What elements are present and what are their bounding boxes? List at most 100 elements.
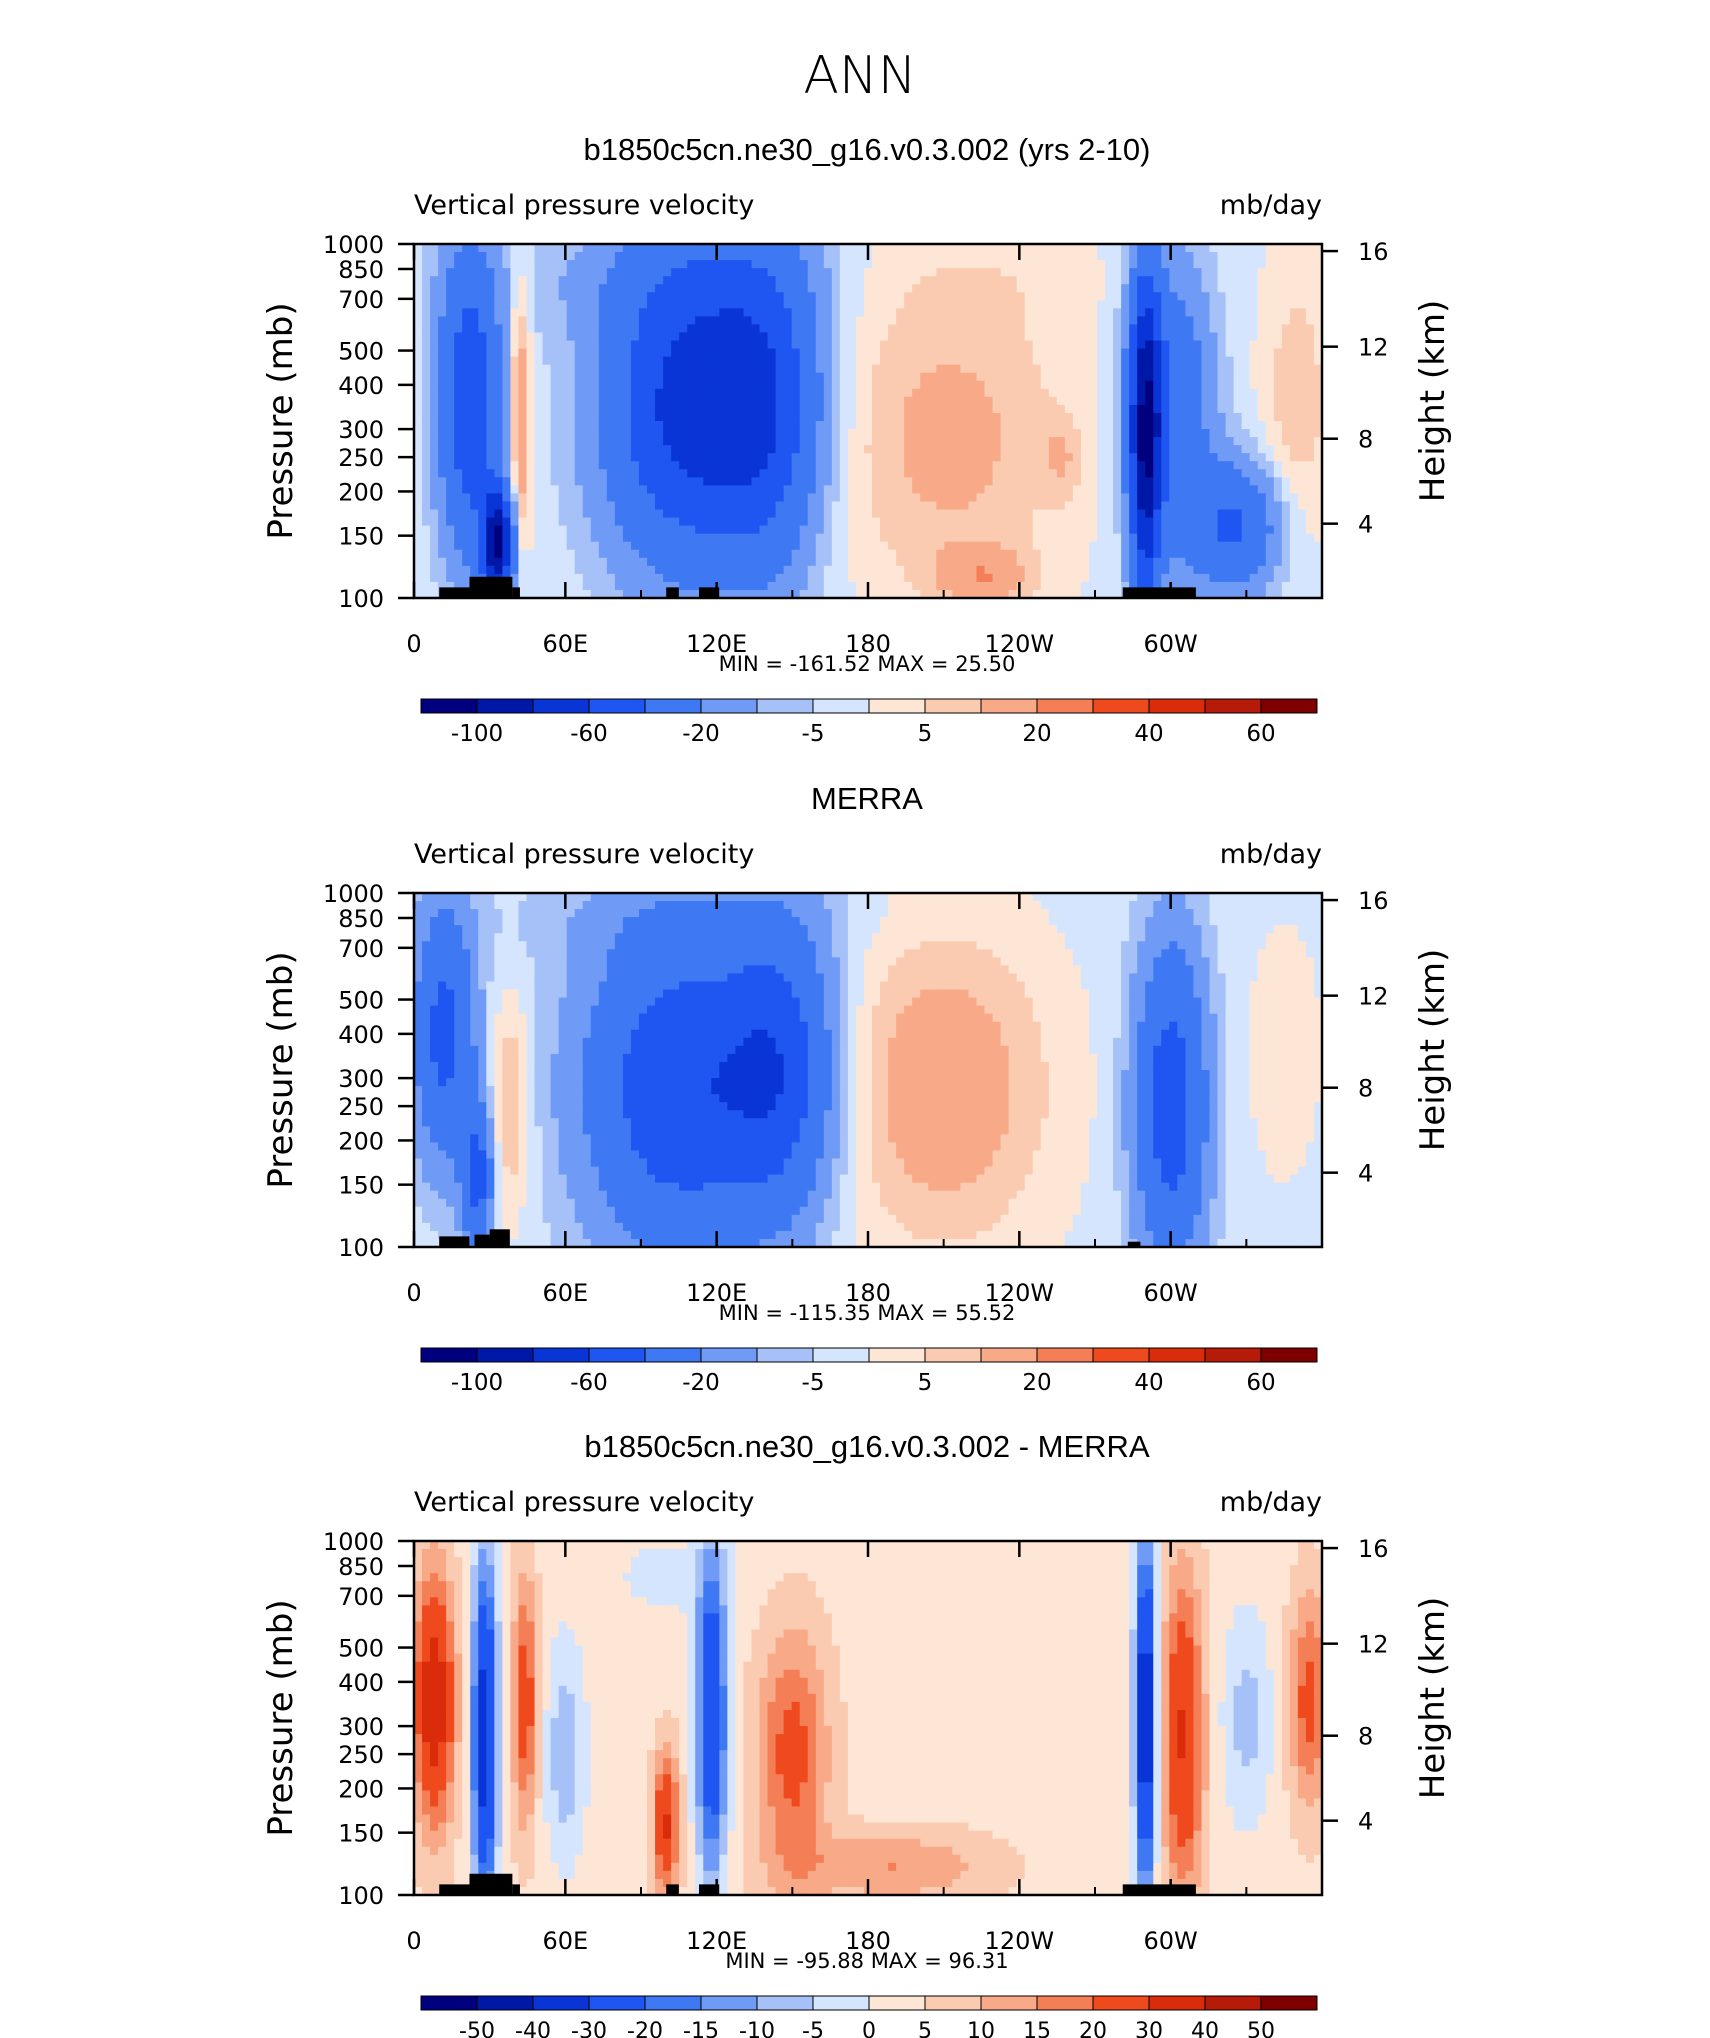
contour-cell (984, 260, 994, 269)
contour-cell (872, 396, 881, 406)
contour-cell (872, 581, 881, 591)
contour-cell (1064, 469, 1074, 478)
contour-cell (863, 276, 873, 285)
contour-cell (1016, 284, 1026, 293)
contour-cell (1313, 388, 1323, 398)
contour-cell (1088, 276, 1098, 285)
contour-cell (687, 493, 696, 503)
contour-cell (968, 356, 978, 366)
contour-cell (534, 565, 544, 575)
contour-cell (1209, 533, 1219, 543)
contour-cell (430, 429, 439, 438)
contour-cell (1161, 565, 1170, 575)
contour-cell (1169, 396, 1178, 406)
contour-cell (703, 276, 712, 285)
contour-cell (566, 501, 576, 511)
contour-cell (984, 501, 994, 511)
contour-cell (1008, 437, 1018, 446)
contour-cell (960, 388, 970, 398)
contour-cell (831, 372, 841, 382)
contour-cell (1064, 268, 1074, 277)
contour-cell (727, 469, 737, 478)
contour-cell (438, 252, 447, 261)
contour-cell (1097, 525, 1106, 535)
contour-cell (430, 469, 439, 478)
contour-cell (1105, 340, 1114, 350)
contour-cell (791, 268, 801, 277)
contour-cell (1048, 533, 1058, 543)
contour-cell (606, 429, 616, 438)
contour-cell (1177, 380, 1186, 390)
contour-cell (422, 437, 431, 446)
contour-cell (1153, 260, 1162, 269)
contour-cell (920, 501, 929, 511)
contour-cell (1185, 260, 1195, 269)
contour-cell (1217, 581, 1227, 591)
contour-cell (1169, 292, 1178, 301)
contour-cell (823, 324, 833, 334)
contour-cell (1129, 525, 1138, 535)
contour-cell (1225, 308, 1235, 318)
contour-cell (735, 308, 745, 318)
contour-cell (992, 404, 1002, 414)
contour-cell (1032, 292, 1042, 301)
contour-cell (1080, 485, 1090, 495)
contour-cell (719, 533, 728, 543)
contour-cell (614, 581, 624, 591)
contour-cell (638, 429, 648, 438)
contour-cell (454, 348, 463, 358)
contour-cell (526, 533, 536, 543)
contour-cell (783, 557, 793, 567)
contour-cell (807, 573, 817, 583)
contour-cell (558, 525, 568, 535)
contour-cell (462, 260, 471, 269)
contour-cell (904, 372, 913, 382)
contour-cell (582, 477, 592, 486)
contour-cell (1032, 396, 1042, 406)
contour-cell (936, 549, 945, 559)
contour-cell (896, 340, 905, 350)
contour-cell (888, 324, 897, 334)
contour-cell (944, 348, 953, 358)
contour-cell (534, 356, 544, 366)
contour-cell (888, 276, 897, 285)
contour-cell (1008, 581, 1018, 591)
contour-cell (863, 260, 873, 269)
contour-cell (872, 517, 881, 527)
contour-cell (751, 412, 761, 422)
contour-cell (855, 300, 865, 309)
contour-cell (743, 332, 753, 342)
contour-cell (671, 356, 680, 366)
contour-cell (1080, 388, 1090, 398)
contour-cell (638, 549, 648, 559)
contour-cell (1088, 533, 1098, 543)
contour-cell (735, 356, 745, 366)
contour-cell (1281, 388, 1291, 398)
contour-cell (502, 509, 512, 519)
contour-cell (494, 565, 503, 575)
contour-cell (655, 437, 664, 446)
contour-cell (526, 445, 536, 454)
contour-cell (1281, 565, 1291, 575)
contour-cell (952, 509, 962, 519)
contour-cell (984, 533, 994, 543)
contour-cell (976, 581, 986, 591)
contour-cell (847, 340, 857, 350)
contour-cell (1016, 469, 1026, 478)
contour-cell (831, 557, 841, 567)
contour-cell (438, 388, 447, 398)
contour-cell (478, 316, 487, 326)
contour-cell (590, 429, 600, 438)
contour-cell (1137, 525, 1146, 535)
contour-cell (751, 565, 761, 575)
contour-cell (1305, 284, 1315, 293)
contour-cell (630, 404, 640, 414)
contour-cell (863, 324, 873, 334)
contour-cell (1217, 437, 1227, 446)
contour-cell (1024, 581, 1034, 591)
contour-cell (655, 332, 664, 342)
contour-cell (542, 477, 552, 486)
contour-cell (960, 461, 970, 470)
contour-cell (1193, 412, 1203, 422)
contour-cell (1169, 340, 1178, 350)
